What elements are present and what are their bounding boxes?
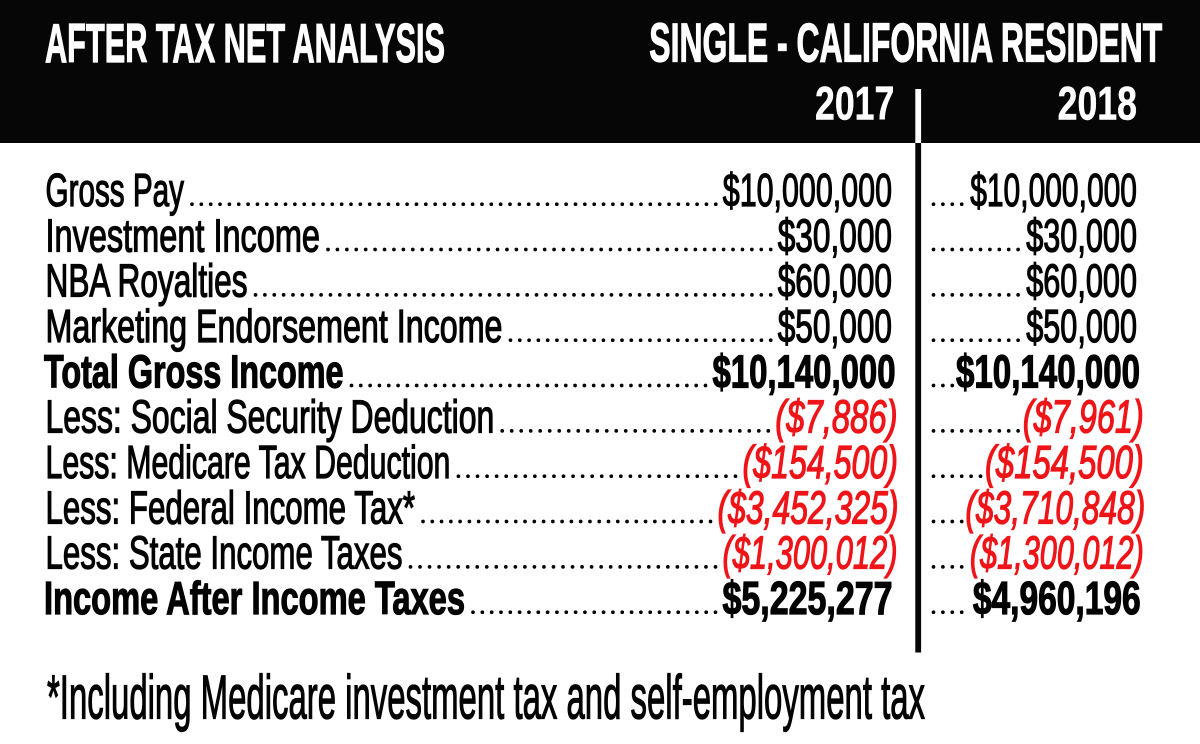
svg-text:2017: 2017 (815, 78, 894, 131)
svg-text:*Including Medicare investment: *Including Medicare investment tax and s… (47, 664, 925, 733)
svg-text:NBA Royalties: NBA Royalties (46, 255, 248, 307)
svg-text:($1,300,012): ($1,300,012) (723, 527, 898, 579)
svg-text:$10,140,000: $10,140,000 (956, 345, 1140, 397)
svg-text:Less: Medicare Tax Deduction: Less: Medicare Tax Deduction (46, 436, 451, 488)
svg-text:Marketing Endorsement Income: Marketing Endorsement Income (46, 300, 503, 352)
svg-text:Less: Federal Income Tax*: Less: Federal Income Tax* (46, 481, 416, 533)
svg-text:$50,000: $50,000 (778, 300, 892, 352)
svg-text:$30,000: $30,000 (778, 209, 892, 261)
svg-text:$4,960,196: $4,960,196 (973, 572, 1141, 624)
svg-text:($154,500): ($154,500) (985, 436, 1144, 488)
svg-text:($7,886): ($7,886) (775, 391, 897, 443)
svg-text:Less: State Income Taxes: Less: State Income Taxes (46, 527, 403, 579)
svg-text:$10,000,000: $10,000,000 (723, 164, 892, 216)
svg-text:Income After Income Taxes: Income After Income Taxes (44, 572, 465, 624)
svg-text:($3,710,848): ($3,710,848) (965, 481, 1145, 533)
svg-text:2018: 2018 (1058, 78, 1137, 131)
svg-text:($154,500): ($154,500) (743, 436, 899, 488)
svg-text:$60,000: $60,000 (1026, 255, 1137, 307)
svg-text:SINGLE - CALIFORNIA RESIDENT: SINGLE - CALIFORNIA RESIDENT (649, 12, 1162, 74)
svg-text:($1,300,012): ($1,300,012) (970, 527, 1144, 579)
svg-text:$60,000: $60,000 (778, 255, 892, 307)
svg-text:Gross Pay: Gross Pay (46, 164, 185, 216)
svg-text:AFTER TAX NET ANALYSIS: AFTER TAX NET ANALYSIS (45, 12, 445, 74)
svg-text:($3,452,325): ($3,452,325) (718, 481, 899, 533)
svg-text:$30,000: $30,000 (1026, 209, 1137, 261)
svg-text:$5,225,277: $5,225,277 (723, 572, 893, 624)
svg-text:Less: Social Security Deductio: Less: Social Security Deduction (46, 391, 495, 443)
svg-text:$10,140,000: $10,140,000 (713, 345, 896, 397)
svg-text:Investment Income: Investment Income (46, 209, 321, 261)
svg-text:$10,000,000: $10,000,000 (970, 164, 1137, 216)
svg-text:$50,000: $50,000 (1026, 300, 1137, 352)
svg-text:Total Gross Income: Total Gross Income (44, 345, 344, 397)
svg-text:($7,961): ($7,961) (1023, 391, 1144, 443)
